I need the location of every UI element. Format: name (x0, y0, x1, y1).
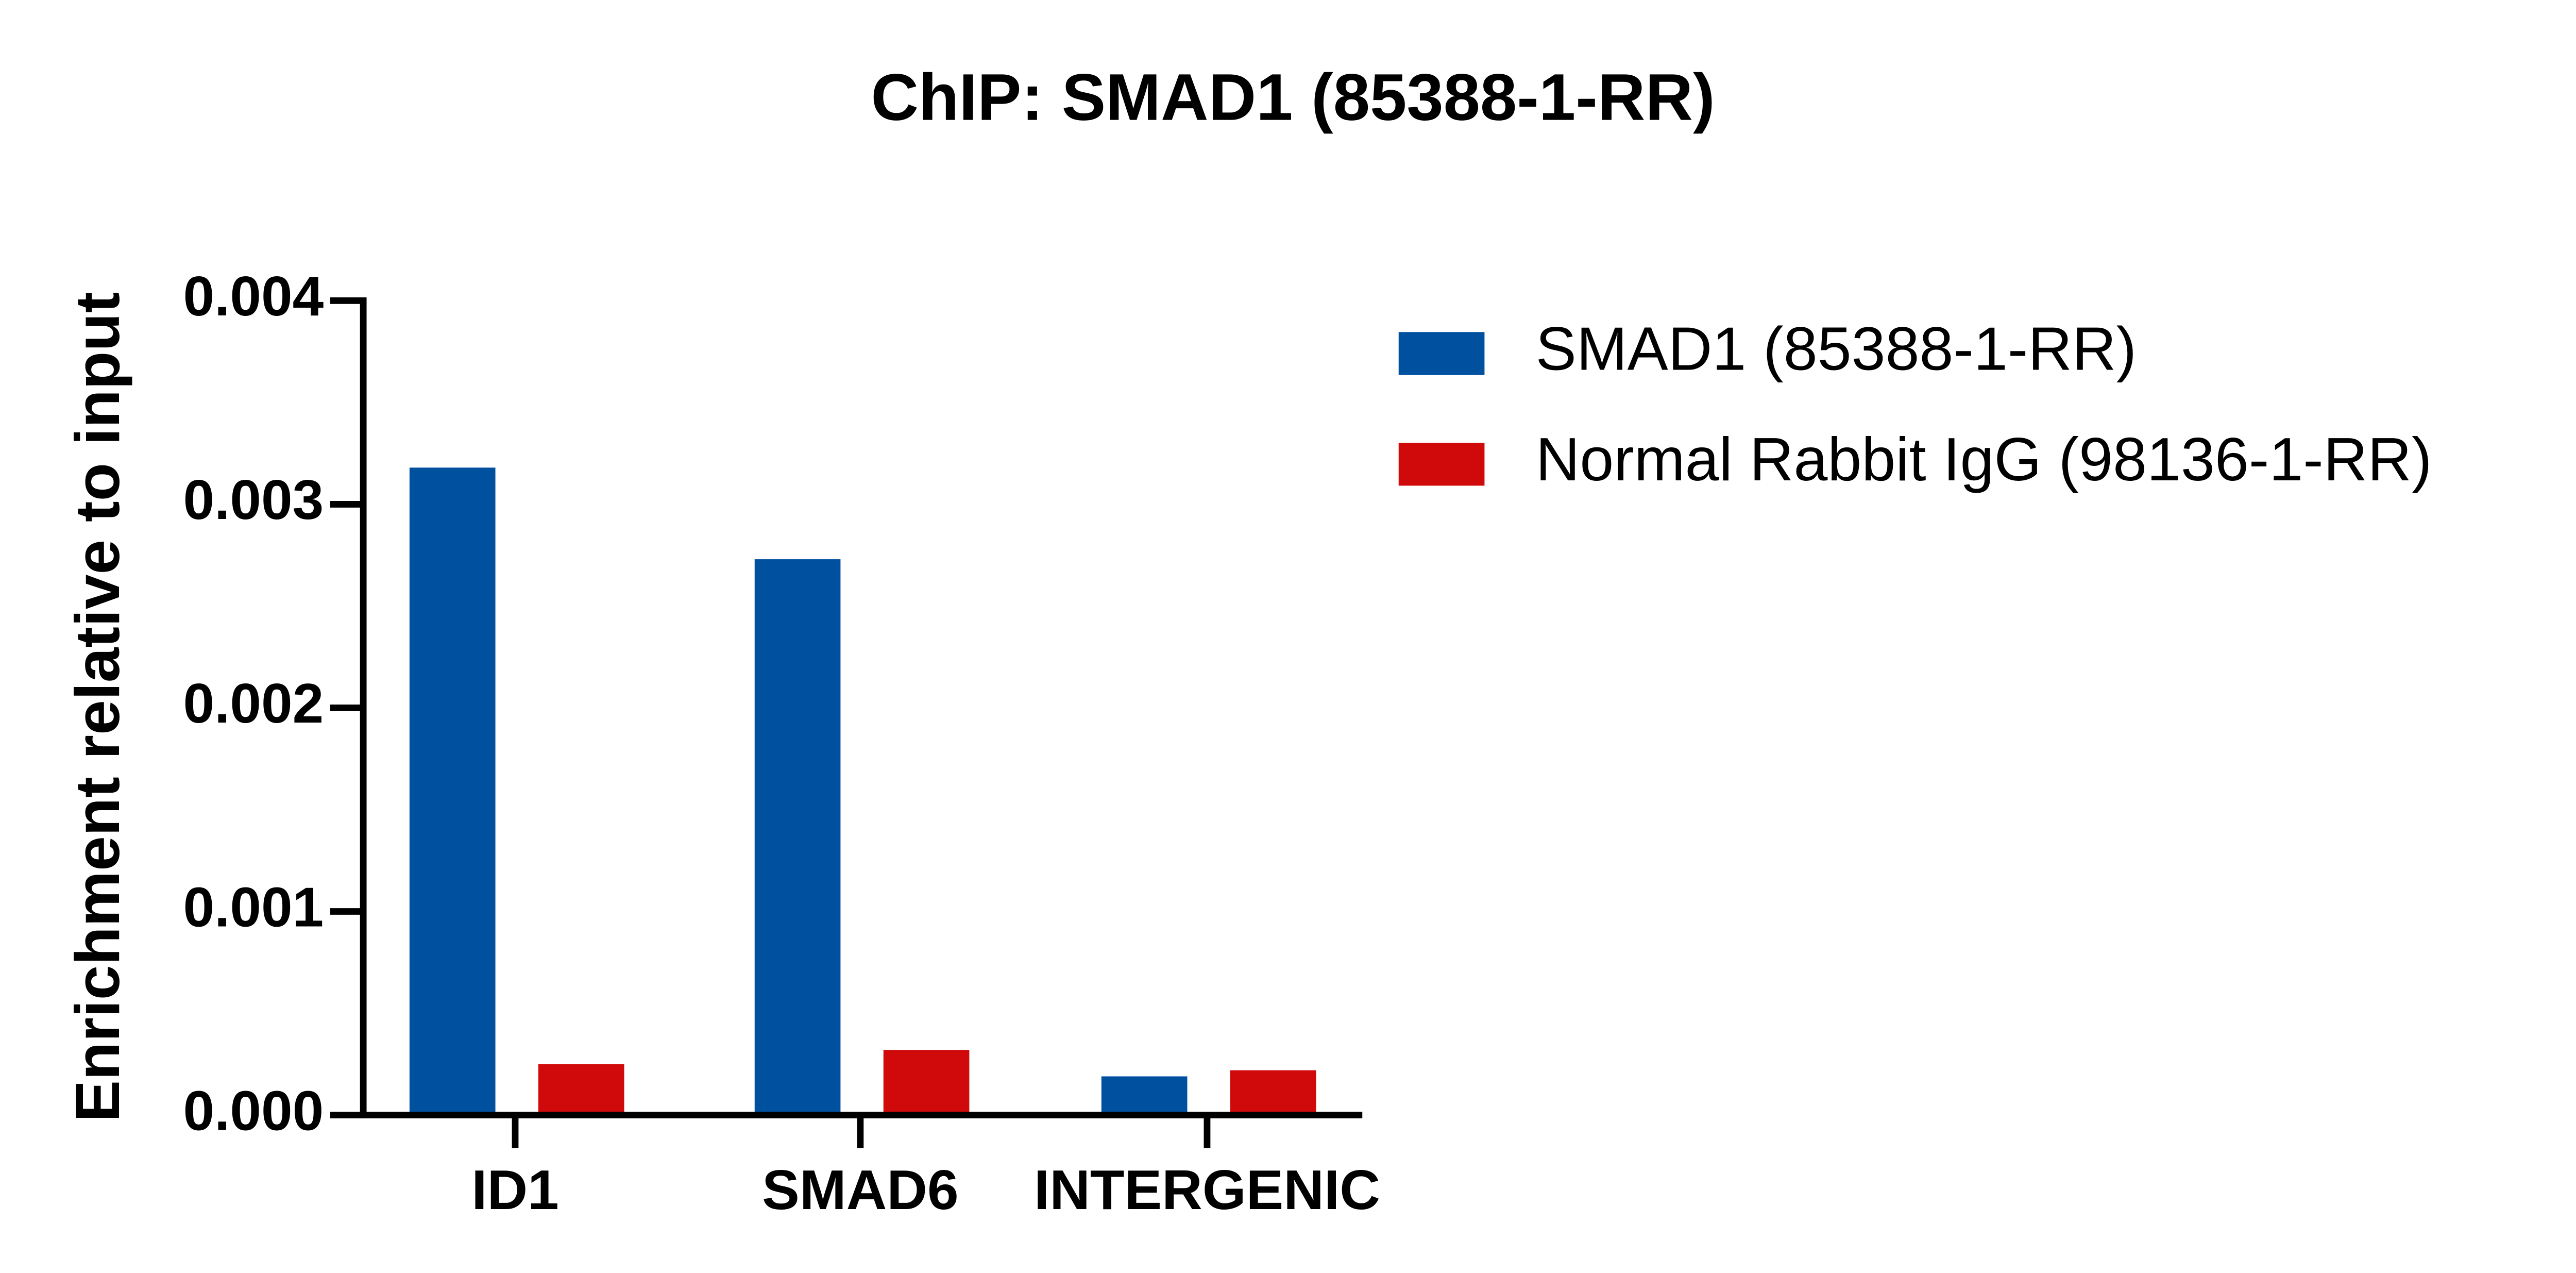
x-tick-label: INTERGENIC (1034, 1159, 1380, 1221)
bar (883, 1050, 970, 1115)
bar (409, 467, 496, 1115)
bar (1230, 1070, 1316, 1115)
y-tick-label: 0.002 (183, 672, 324, 735)
chart-title: ChIP: SMAD1 (85388-1-RR) (871, 61, 1715, 135)
y-axis-label: Enrichment relative to input (62, 292, 132, 1122)
legend-label: Normal Rabbit IgG (98136-1-RR) (1536, 426, 2432, 494)
x-tick-label: SMAD6 (762, 1159, 958, 1221)
y-tick-label: 0.001 (183, 876, 324, 939)
bar (538, 1064, 624, 1115)
legend-swatch (1398, 443, 1485, 486)
y-tick-label: 0.004 (183, 265, 324, 328)
y-tick-label: 0.003 (183, 468, 324, 531)
bar (754, 559, 841, 1115)
y-tick-label: 0.000 (183, 1079, 324, 1142)
legend-label: SMAD1 (85388-1-RR) (1536, 315, 2137, 383)
x-tick-label: ID1 (471, 1159, 559, 1221)
bar (1101, 1076, 1188, 1115)
legend-swatch (1398, 332, 1485, 375)
